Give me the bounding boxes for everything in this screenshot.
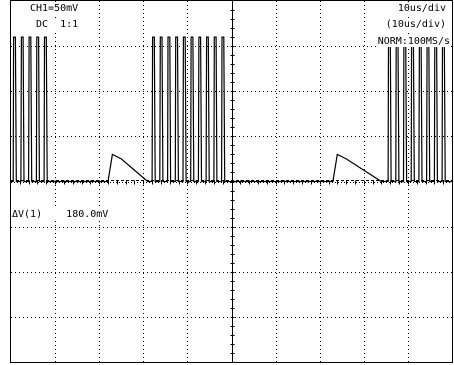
delayed-timebase-label: (10us/div) <box>385 19 446 30</box>
channel-scale-label: CH1=50mV <box>30 3 79 14</box>
ch1-trace <box>11 36 452 183</box>
acquisition-mode-label: NORM:100MS/s <box>377 36 450 47</box>
delta-voltage-readout: ΔV(1) 180.0mV <box>12 209 109 220</box>
timebase-label: 10us/div <box>397 3 446 14</box>
coupling-label: DC 1:1 <box>36 19 79 30</box>
graticule <box>11 1 452 362</box>
